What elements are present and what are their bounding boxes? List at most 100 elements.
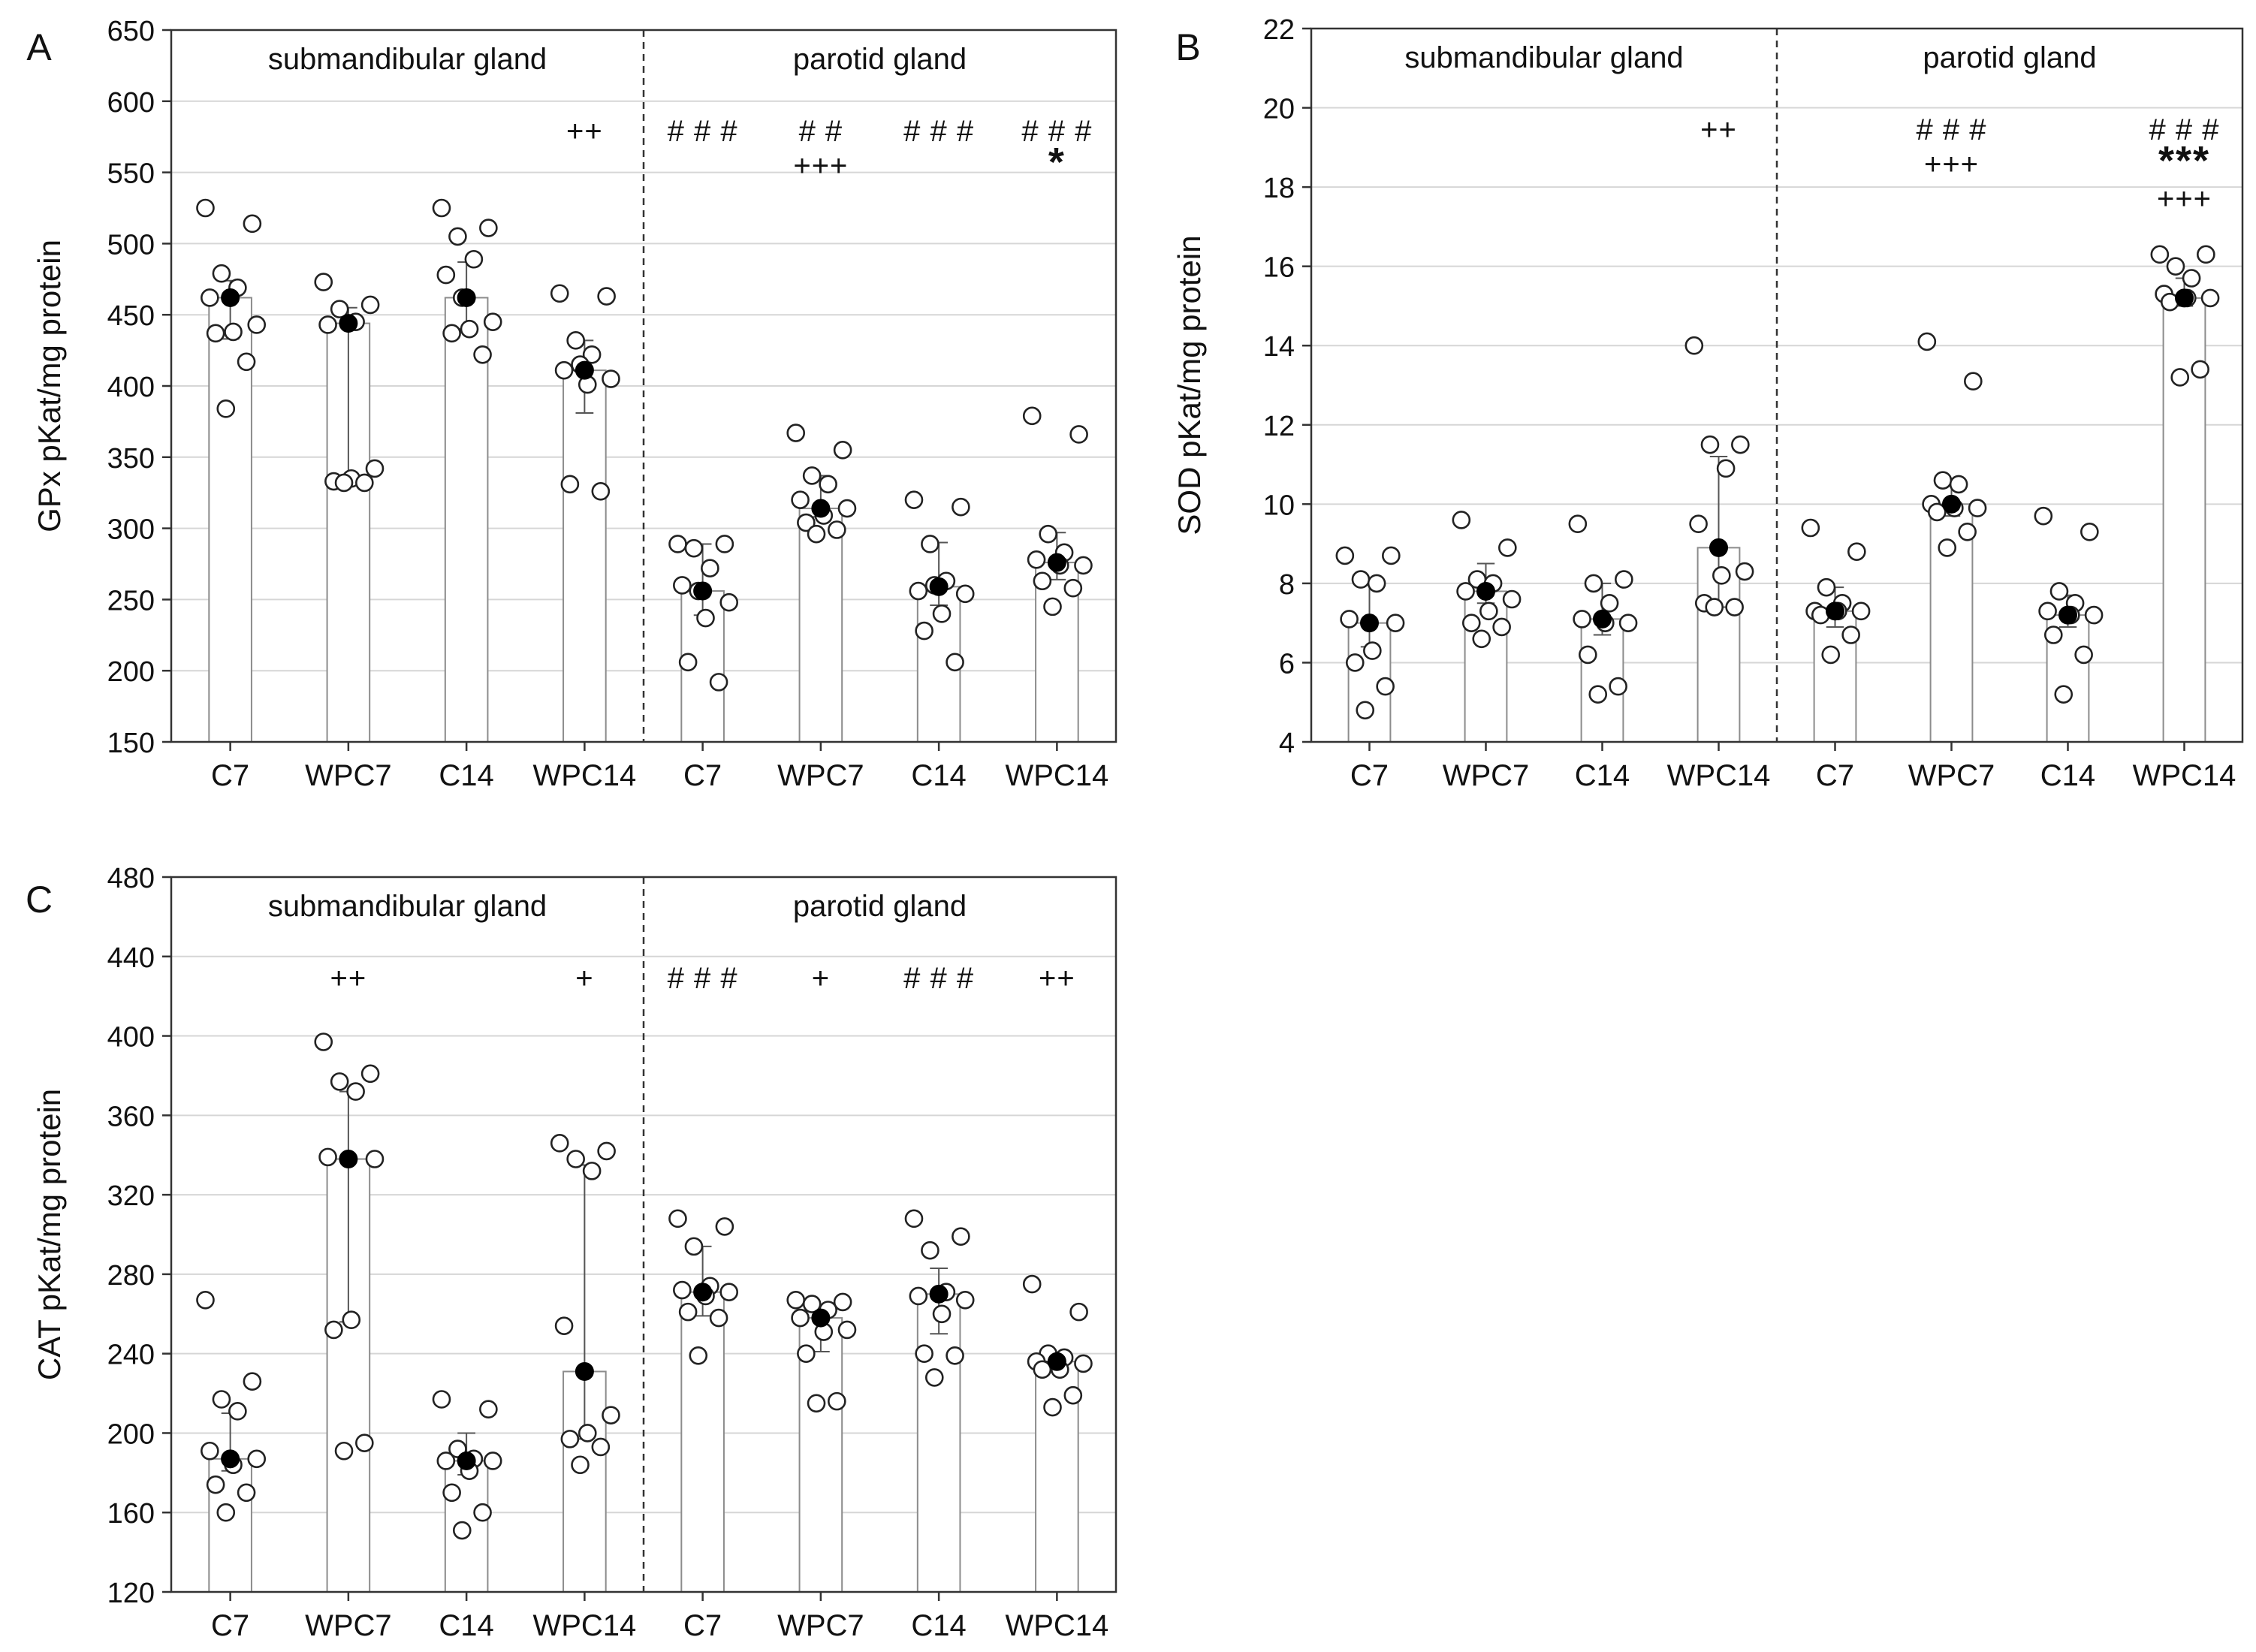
panel-label-c: C	[26, 879, 53, 921]
p0-data-point-4-1	[715, 535, 734, 553]
p0-mean-marker-6	[929, 577, 949, 596]
p2-mean-marker-1	[339, 1150, 358, 1169]
p2-data-point-3-7	[560, 1430, 580, 1449]
p1-data-point-2-1	[1615, 570, 1633, 589]
p2-data-point-4-1	[715, 1217, 734, 1236]
p0-data-point-7-2	[1039, 524, 1057, 544]
p2-data-point-7-0	[1022, 1274, 1042, 1294]
p2-data-point-5-5	[837, 1320, 857, 1340]
p1-data-point-6-8	[2074, 645, 2093, 665]
p2-data-point-0-9	[216, 1503, 236, 1522]
p2-data-point-2-5	[483, 1452, 502, 1470]
panel-label-a: A	[26, 26, 52, 68]
p0-data-point-4-7	[678, 653, 698, 672]
p1-data-point-5-7	[1927, 502, 1947, 522]
p1-mean-marker-5	[1942, 494, 1961, 514]
p2-data-point-1-7	[324, 1320, 343, 1340]
p1-data-point-7-2	[2166, 257, 2185, 276]
p0-y-tick-label-3: 300	[107, 514, 155, 546]
p0-x-tick-label-2: C14	[439, 759, 493, 792]
p1-data-point-2-5	[1618, 613, 1638, 632]
p1-annotation-2-1: ***	[2158, 138, 2210, 183]
p0-data-point-3-1	[597, 287, 616, 306]
p1-mean-marker-0	[1360, 613, 1379, 633]
p0-y-tick-label-6: 450	[107, 300, 155, 332]
p2-x-tick-label-6: C14	[911, 1609, 966, 1642]
p2-data-point-0-8	[237, 1483, 256, 1503]
p1-x-tick-label-0: C7	[1350, 759, 1389, 792]
p0-plot-frame	[170, 29, 1117, 743]
p2-data-point-0-7	[206, 1475, 225, 1494]
p1-x-tick-label-4: C7	[1816, 759, 1854, 792]
p0-y-tick-label-4: 350	[107, 443, 155, 475]
p2-data-point-0-3	[228, 1402, 247, 1421]
p0-x-tick-label-4: C7	[683, 759, 722, 792]
p0-data-point-5-5	[837, 499, 857, 518]
p0-data-point-4-3	[701, 559, 719, 577]
p0-data-point-5-8	[828, 520, 846, 539]
p1-y-tick-label-2: 8	[1279, 569, 1295, 601]
p0-bar-3	[562, 369, 607, 743]
p0-data-point-3-4	[554, 360, 574, 380]
p2-data-point-1-2	[330, 1072, 349, 1091]
p0-data-point-5-0	[786, 424, 806, 442]
p0-annotation-0-0: ++	[566, 115, 603, 148]
p0-y-tick-label-8: 550	[107, 158, 155, 190]
p2-mean-marker-5	[811, 1308, 831, 1328]
p1-data-point-5-8	[1958, 522, 1977, 541]
p1-data-point-0-6	[1363, 641, 1382, 660]
p0-data-point-6-0	[904, 490, 924, 509]
p0-data-point-7-8	[1063, 578, 1083, 598]
p2-x-tick-label-7: WPC14	[1005, 1609, 1108, 1642]
p1-data-point-3-8	[1725, 598, 1744, 616]
p2-mean-marker-0	[221, 1449, 240, 1469]
p1-data-point-6-1	[2080, 522, 2099, 541]
p1-data-point-0-4	[1340, 610, 1359, 629]
p2-x-tick-label-3: WPC14	[532, 1609, 636, 1642]
p2-data-point-3-9	[571, 1455, 590, 1475]
p2-y-tick-label-7: 400	[107, 1022, 155, 1054]
p2-data-point-3-2	[566, 1150, 585, 1168]
p1-data-point-6-9	[2054, 685, 2074, 704]
p1-data-point-0-9	[1356, 701, 1375, 720]
p2-mean-marker-7	[1047, 1352, 1066, 1371]
p0-group-label-1: parotid gland	[793, 43, 967, 76]
p1-data-point-2-0	[1568, 514, 1588, 534]
p0-data-point-0-5	[247, 315, 267, 334]
p0-x-tick-label-7: WPC14	[1005, 759, 1108, 792]
p0-group-label-0: submandibular gland	[268, 43, 547, 76]
p2-data-point-7-7	[1033, 1360, 1052, 1379]
p2-data-point-5-7	[797, 1344, 816, 1363]
p2-y-tick-label-9: 480	[107, 863, 155, 894]
p2-y-tick-label-0: 120	[107, 1578, 155, 1609]
p2-y-tick-label-6: 360	[107, 1101, 155, 1132]
p2-data-point-6-7	[915, 1344, 933, 1363]
p2-data-point-0-2	[212, 1390, 231, 1409]
p2-data-point-4-7	[678, 1302, 698, 1322]
p0-data-point-3-5	[602, 369, 620, 388]
p0-y-tick-label-2: 250	[107, 585, 155, 616]
p0-data-point-5-7	[797, 513, 816, 532]
p2-data-point-5-9	[807, 1394, 826, 1413]
p0-data-point-6-2	[921, 535, 939, 553]
p1-data-point-1-6	[1479, 601, 1498, 621]
p1-data-point-7-3	[2182, 269, 2201, 288]
p2-annotation-1-0: +	[575, 962, 593, 995]
p2-bar-5	[798, 1317, 843, 1593]
p2-data-point-2-0	[432, 1390, 451, 1409]
p1-data-point-1-0	[1452, 511, 1471, 529]
p2-data-point-4-4	[673, 1280, 692, 1300]
panel-label-b: B	[1175, 26, 1200, 68]
p0-x-tick-label-6: C14	[911, 759, 966, 792]
p2-y-tick-label-3: 240	[107, 1340, 155, 1371]
p2-data-point-6-4	[909, 1286, 928, 1306]
p0-data-point-3-8	[591, 482, 611, 501]
p1-data-point-0-1	[1382, 546, 1401, 565]
p0-data-point-0-4	[201, 288, 219, 307]
p1-data-point-4-0	[1801, 518, 1820, 538]
p0-mean-marker-5	[811, 499, 831, 518]
p2-data-point-5-1	[833, 1292, 852, 1312]
p2-data-point-1-4	[318, 1147, 337, 1167]
p2-data-point-5-8	[828, 1391, 846, 1411]
